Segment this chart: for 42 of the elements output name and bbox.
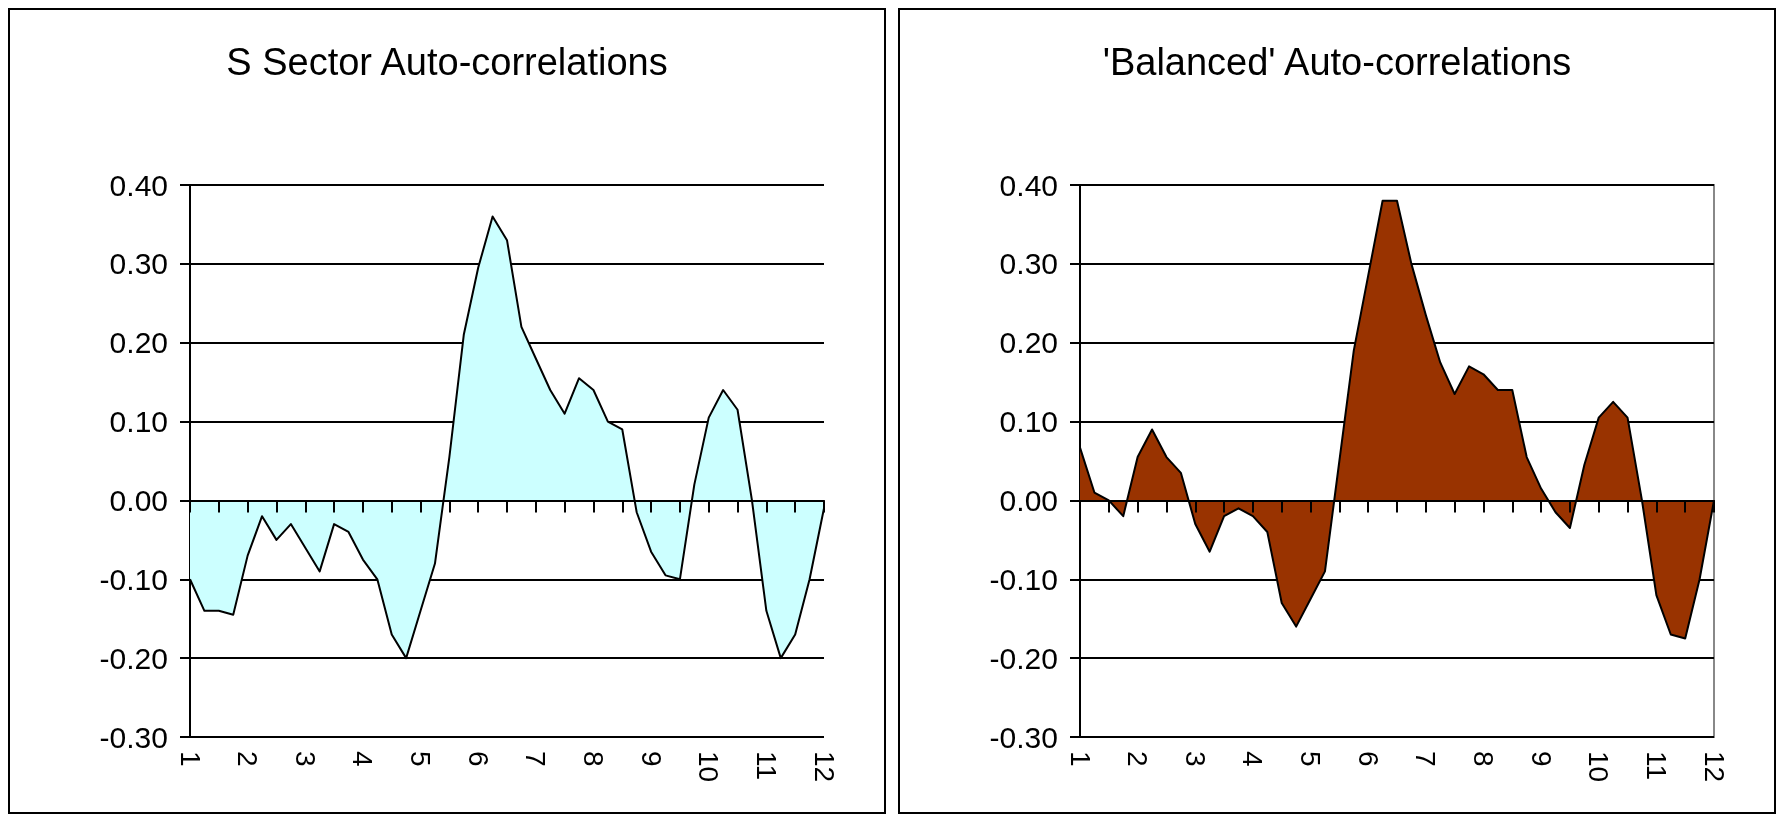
y-tick-label: 0.10 xyxy=(999,405,1058,439)
x-tick-label: 1 xyxy=(174,751,206,767)
y-tick-label: 0.00 xyxy=(999,483,1058,517)
x-tick-label: 3 xyxy=(1179,751,1211,767)
x-tick-label: 10 xyxy=(693,751,725,783)
x-tick-label: 7 xyxy=(1410,751,1442,767)
x-tick-label: 4 xyxy=(1237,751,1269,767)
y-tick-label: -0.10 xyxy=(989,562,1058,596)
chart-title: 'Balanced' Auto-correlations xyxy=(1102,41,1572,83)
y-tick-label: -0.10 xyxy=(99,562,168,596)
y-tick-label: 0.10 xyxy=(109,405,168,439)
y-tick-label: -0.30 xyxy=(989,720,1058,754)
chart-title: S Sector Auto-correlations xyxy=(226,41,668,83)
y-tick-label: -0.20 xyxy=(989,641,1058,675)
x-tick-label: 5 xyxy=(405,751,437,767)
x-tick-label: 12 xyxy=(1698,751,1730,783)
x-tick-label: 10 xyxy=(1583,751,1615,783)
x-tick-label: 9 xyxy=(635,751,667,767)
x-tick-label: 6 xyxy=(462,751,494,767)
x-tick-label: 8 xyxy=(1467,751,1499,767)
x-tick-label: 5 xyxy=(1295,751,1327,767)
y-tick-label: 0.20 xyxy=(109,326,168,360)
x-tick-label: 1 xyxy=(1064,751,1096,767)
y-tick-label: 0.40 xyxy=(999,168,1058,202)
y-tick-label: 0.00 xyxy=(109,483,168,517)
x-tick-label: 9 xyxy=(1525,751,1557,767)
x-tick-label: 3 xyxy=(289,751,321,767)
y-tick-label: 0.30 xyxy=(109,247,168,281)
x-tick-label: 2 xyxy=(232,751,264,767)
y-tick-label: -0.20 xyxy=(99,641,168,675)
y-tick-label: -0.30 xyxy=(99,720,168,754)
x-tick-label: 2 xyxy=(1122,751,1154,767)
x-tick-label: 11 xyxy=(750,751,782,781)
x-tick-label: 12 xyxy=(808,751,840,783)
x-tick-label: 8 xyxy=(577,751,609,767)
y-tick-label: 0.20 xyxy=(999,326,1058,360)
x-tick-label: 6 xyxy=(1352,751,1384,767)
x-tick-label: 4 xyxy=(347,751,379,767)
x-tick-label: 7 xyxy=(520,751,552,767)
y-tick-label: 0.30 xyxy=(999,247,1058,281)
y-tick-label: 0.40 xyxy=(109,168,168,202)
x-tick-label: 11 xyxy=(1640,751,1672,781)
